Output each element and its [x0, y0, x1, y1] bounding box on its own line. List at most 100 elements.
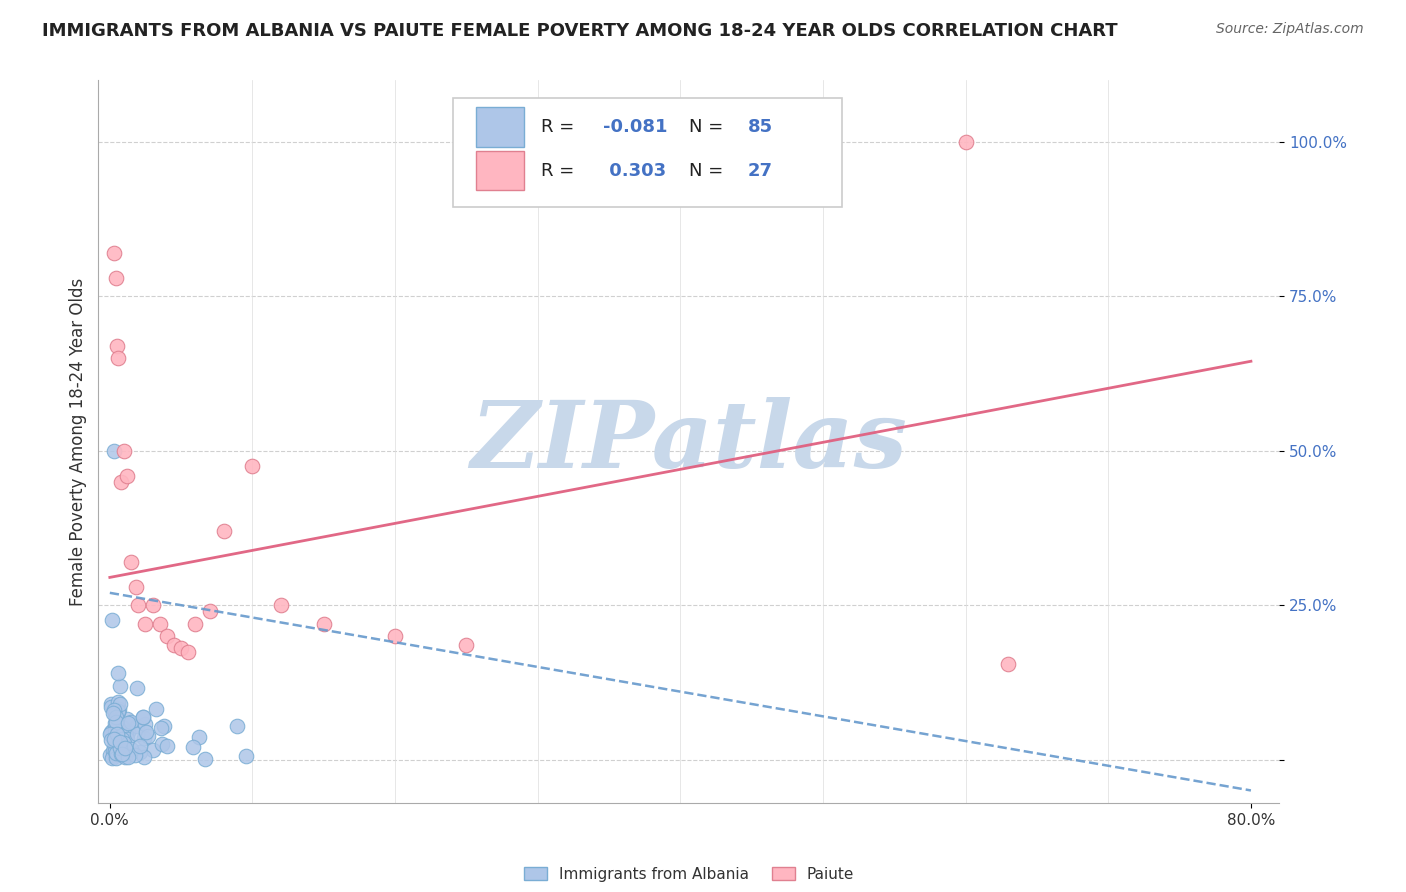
Point	[104, 744, 127, 758]
Point	[105, 746, 128, 760]
Point	[104, 723, 127, 738]
Point	[100, 700, 122, 714]
Point	[134, 717, 156, 731]
Point	[101, 723, 124, 737]
Point	[101, 744, 124, 758]
Point	[120, 742, 142, 756]
Point	[181, 740, 204, 755]
Text: 0.303: 0.303	[603, 161, 666, 179]
Point	[111, 742, 134, 756]
Point	[114, 749, 136, 764]
Point	[114, 729, 136, 743]
Text: Source: ZipAtlas.com: Source: ZipAtlas.com	[1216, 22, 1364, 37]
Point	[98, 726, 121, 740]
Point	[108, 739, 131, 753]
Text: 27: 27	[748, 161, 773, 179]
Point	[104, 715, 127, 730]
Point	[104, 271, 127, 285]
Point	[112, 443, 135, 458]
Point	[104, 751, 127, 765]
Point	[103, 731, 125, 746]
Point	[115, 731, 138, 746]
Point	[156, 739, 179, 753]
Point	[101, 613, 124, 627]
Point	[132, 710, 155, 724]
Text: N =: N =	[689, 161, 728, 179]
Point	[129, 745, 152, 759]
Point	[104, 706, 127, 721]
Point	[132, 731, 155, 745]
Point	[105, 731, 128, 746]
Text: N =: N =	[689, 119, 728, 136]
Point	[104, 714, 127, 729]
Point	[117, 725, 139, 739]
Point	[101, 706, 124, 720]
Point	[134, 616, 156, 631]
Point	[170, 641, 193, 656]
Point	[177, 644, 200, 658]
Point	[198, 604, 221, 618]
Point	[212, 524, 235, 538]
Point	[111, 747, 134, 762]
Legend: Immigrants from Albania, Paiute: Immigrants from Albania, Paiute	[523, 867, 855, 882]
Point	[105, 710, 128, 724]
Point	[105, 737, 128, 751]
Point	[103, 246, 125, 260]
Point	[103, 703, 125, 717]
Point	[145, 701, 167, 715]
Point	[105, 745, 128, 759]
Point	[150, 737, 173, 751]
Point	[105, 339, 128, 353]
Text: -0.081: -0.081	[603, 119, 668, 136]
Point	[124, 747, 146, 762]
Point	[110, 735, 132, 749]
Point	[115, 712, 138, 726]
Point	[120, 555, 142, 569]
Point	[114, 741, 136, 756]
Point	[242, 459, 264, 474]
Point	[384, 629, 406, 643]
Text: 85: 85	[748, 119, 773, 136]
Point	[117, 750, 139, 764]
Point	[107, 351, 129, 366]
Point	[156, 629, 179, 643]
Bar	[477, 151, 523, 191]
Point	[110, 747, 132, 761]
Point	[110, 475, 132, 489]
Point	[108, 697, 131, 711]
Point	[125, 727, 148, 741]
Point	[107, 695, 129, 709]
Point	[107, 706, 129, 720]
Point	[127, 598, 149, 612]
Point	[127, 719, 149, 733]
Point	[100, 733, 122, 747]
Point	[115, 468, 138, 483]
Point	[132, 750, 155, 764]
Point	[124, 580, 146, 594]
Text: ZIPatlas: ZIPatlas	[471, 397, 907, 486]
Point	[117, 715, 139, 730]
Point	[101, 751, 124, 765]
Point	[312, 616, 335, 631]
Point	[104, 744, 127, 758]
Point	[997, 657, 1019, 671]
Point	[114, 728, 136, 742]
Point	[107, 725, 129, 739]
Point	[111, 732, 134, 747]
Point	[107, 704, 129, 718]
Y-axis label: Female Poverty Among 18-24 Year Olds: Female Poverty Among 18-24 Year Olds	[69, 277, 87, 606]
Point	[120, 714, 142, 729]
Point	[129, 739, 152, 753]
Point	[110, 741, 132, 756]
Point	[127, 681, 149, 695]
Point	[98, 747, 121, 762]
Point	[955, 135, 977, 149]
Point	[194, 752, 217, 766]
Point	[149, 721, 172, 735]
FancyBboxPatch shape	[453, 98, 842, 207]
Point	[456, 638, 478, 652]
Point	[100, 725, 122, 739]
Point	[152, 719, 174, 733]
Point	[100, 697, 122, 711]
Point	[235, 749, 257, 764]
